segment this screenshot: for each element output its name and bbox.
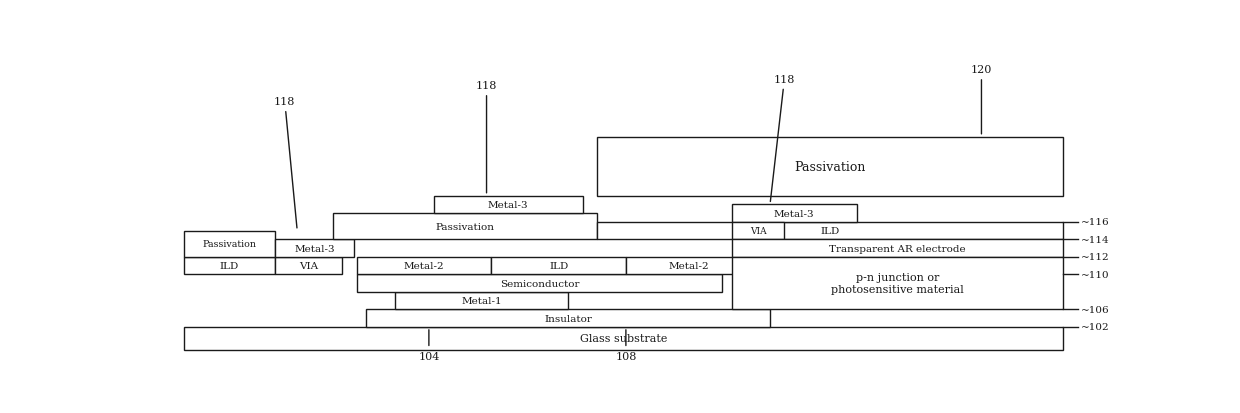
- Text: Passivation: Passivation: [435, 222, 495, 231]
- Text: ~110: ~110: [1080, 270, 1109, 279]
- Bar: [367, 310, 770, 327]
- Text: p-n junction or
photosensitive material: p-n junction or photosensitive material: [831, 273, 963, 294]
- Text: ILD: ILD: [821, 226, 839, 235]
- Bar: [357, 257, 491, 275]
- Text: Metal-2: Metal-2: [668, 261, 709, 271]
- Text: Glass substrate: Glass substrate: [580, 334, 667, 344]
- Text: 120: 120: [971, 65, 992, 135]
- Text: VIA: VIA: [299, 261, 319, 271]
- Text: Metal-3: Metal-3: [774, 209, 815, 218]
- Text: 118: 118: [476, 81, 497, 193]
- Text: Insulator: Insulator: [544, 314, 593, 323]
- Text: 118: 118: [770, 75, 795, 202]
- Bar: [275, 240, 353, 257]
- Bar: [184, 231, 275, 257]
- Bar: [357, 275, 722, 292]
- Text: Metal-3: Metal-3: [294, 244, 335, 253]
- Bar: [626, 257, 750, 275]
- Text: 118: 118: [274, 97, 296, 228]
- Bar: [396, 292, 568, 310]
- Bar: [434, 196, 583, 214]
- Text: Metal-2: Metal-2: [404, 261, 444, 271]
- Bar: [732, 205, 857, 222]
- Text: Transparent AR electrode: Transparent AR electrode: [830, 244, 966, 253]
- Text: 108: 108: [615, 330, 636, 361]
- Bar: [596, 222, 1063, 240]
- Text: VIA: VIA: [750, 226, 766, 235]
- Bar: [732, 257, 1063, 310]
- Text: Metal-3: Metal-3: [487, 200, 528, 209]
- Text: ~116: ~116: [1080, 218, 1109, 227]
- Text: Passivation: Passivation: [202, 240, 257, 249]
- Text: Passivation: Passivation: [795, 160, 866, 173]
- Text: 104: 104: [418, 330, 439, 361]
- Bar: [732, 222, 785, 240]
- Bar: [275, 257, 342, 275]
- Bar: [184, 257, 275, 275]
- Text: ~112: ~112: [1080, 253, 1109, 262]
- Text: Semiconductor: Semiconductor: [500, 279, 579, 288]
- Bar: [491, 257, 626, 275]
- Text: ~114: ~114: [1080, 235, 1109, 244]
- Text: ~102: ~102: [1080, 323, 1109, 332]
- Text: Metal-1: Metal-1: [461, 297, 502, 306]
- Bar: [184, 327, 1063, 350]
- Bar: [596, 138, 1063, 196]
- Bar: [732, 240, 1063, 257]
- Bar: [332, 214, 596, 240]
- Text: ILD: ILD: [219, 261, 239, 271]
- Text: ~106: ~106: [1080, 305, 1109, 314]
- Text: ILD: ILD: [549, 261, 568, 271]
